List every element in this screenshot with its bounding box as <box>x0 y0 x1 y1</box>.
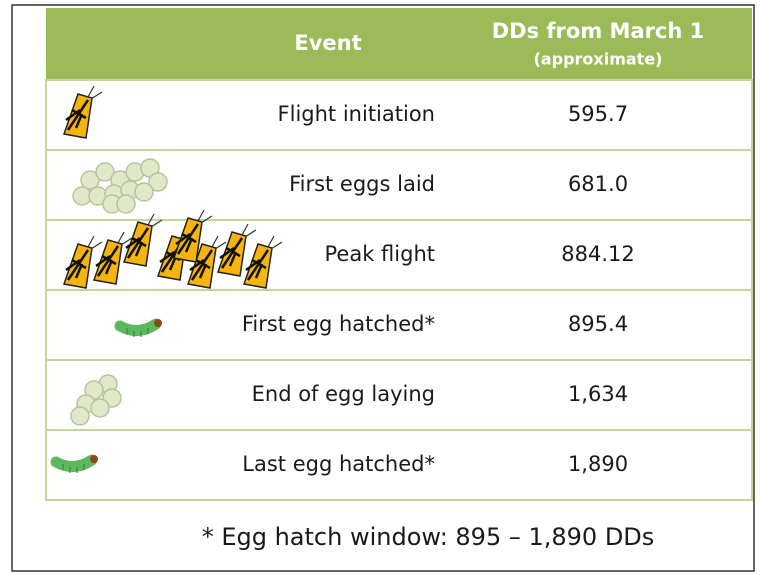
dd-cell: 1,890 <box>568 452 628 476</box>
header-dd: DDs from March 1 <box>492 19 705 43</box>
event-cell: End of egg laying <box>252 382 435 406</box>
event-cell: Flight initiation <box>278 102 435 126</box>
dd-cell: 884.12 <box>561 242 634 266</box>
event-cell: First eggs laid <box>289 172 435 196</box>
dd-cell: 895.4 <box>568 312 628 336</box>
table-body: Flight initiation 595.7 First eggs laid 681… <box>242 102 635 476</box>
event-cell: Last egg hatched* <box>242 452 435 476</box>
frame <box>11 4 755 572</box>
dd-cell: 1,634 <box>568 382 628 406</box>
event-cell: Peak flight <box>325 242 435 266</box>
header-bar <box>46 8 752 80</box>
event-cell: First egg hatched* <box>242 312 435 336</box>
footnote: * Egg hatch window: 895 – 1,890 DDs <box>202 523 655 551</box>
header-event: Event <box>294 31 361 55</box>
dd-cell: 595.7 <box>568 102 628 126</box>
header-dd-sub: (approximate) <box>534 50 663 69</box>
dd-cell: 681.0 <box>568 172 628 196</box>
